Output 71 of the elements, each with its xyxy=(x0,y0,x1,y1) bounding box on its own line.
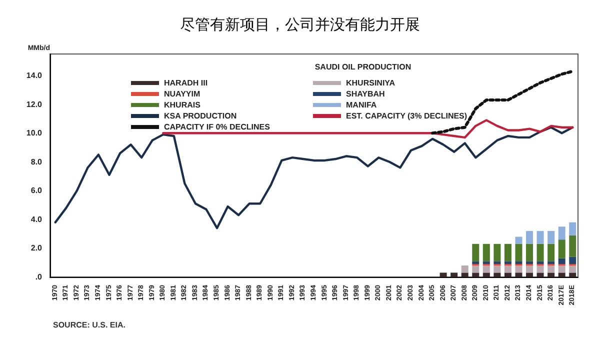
bar xyxy=(536,261,544,264)
bar xyxy=(558,272,566,277)
y-tick-label: 4.0 xyxy=(30,214,43,224)
legend-label: EST. CAPACITY (3% DECLINES) xyxy=(346,112,468,120)
bar xyxy=(526,230,534,244)
bar xyxy=(472,261,480,264)
y-tick-label: 14.0 xyxy=(26,71,43,80)
y-tick-label: 2.0 xyxy=(30,244,43,253)
bar xyxy=(515,261,522,264)
legend-label: NUAYYIM xyxy=(164,90,200,98)
bar xyxy=(461,265,468,273)
text: SAUDI OIL PRODUCTION xyxy=(314,62,412,72)
bar xyxy=(504,261,512,264)
y-tick-label: 6.0 xyxy=(30,186,43,196)
y-tick-label: .0 xyxy=(35,272,43,282)
bar xyxy=(482,272,490,277)
bar xyxy=(536,272,544,277)
legend-label: KSA PRODUCTION xyxy=(164,112,237,120)
bar xyxy=(472,244,480,262)
y-tick-label: 12.0 xyxy=(26,100,43,109)
bar xyxy=(504,244,512,262)
bar xyxy=(515,236,522,244)
bar xyxy=(472,265,480,273)
bar xyxy=(526,244,534,262)
bar xyxy=(548,272,555,277)
bar xyxy=(515,265,522,273)
bar xyxy=(558,240,566,258)
bar xyxy=(482,261,490,264)
source-note: SOURCE: U.S. EIA. xyxy=(53,320,126,330)
legend-label: KHURSINIYA xyxy=(346,78,396,88)
bar xyxy=(548,261,555,264)
bar xyxy=(440,272,447,277)
bar xyxy=(558,226,566,240)
bar xyxy=(569,265,576,273)
bar xyxy=(569,256,576,264)
bar xyxy=(450,272,458,277)
bar xyxy=(548,230,555,244)
bar xyxy=(526,261,534,264)
bar xyxy=(461,272,468,277)
bar xyxy=(548,265,555,273)
bar xyxy=(515,272,522,277)
bar xyxy=(482,265,490,273)
bar xyxy=(558,258,566,264)
bar xyxy=(548,244,555,262)
bar xyxy=(472,272,480,277)
legend-label: HARADH III xyxy=(164,78,208,88)
bar xyxy=(569,222,576,236)
bar xyxy=(536,244,544,262)
bar xyxy=(482,244,490,262)
bar xyxy=(536,265,544,273)
line-series xyxy=(162,119,574,139)
y-tick-label: 10.0 xyxy=(26,128,43,138)
bar xyxy=(494,272,501,277)
bar xyxy=(569,235,576,257)
bar xyxy=(504,272,512,277)
bar xyxy=(526,265,534,273)
bar xyxy=(515,244,522,262)
bar xyxy=(536,230,544,244)
bar xyxy=(494,261,501,264)
y-tick-label: 8.0 xyxy=(30,157,43,166)
bar xyxy=(494,244,501,262)
bar xyxy=(526,272,534,277)
legend-label: SHAYBAH xyxy=(346,90,386,98)
bar xyxy=(504,265,512,273)
bar xyxy=(494,265,501,273)
legend-label: KHURAIS xyxy=(164,100,202,110)
bar xyxy=(558,265,566,273)
chart-title: 尽管有新项目，公司并没有能力开展 xyxy=(180,16,420,34)
legend-label: CAPACITY IF 0% DECLINES xyxy=(164,122,271,132)
bar xyxy=(569,272,576,277)
legend-label: MANIFA xyxy=(346,100,377,110)
